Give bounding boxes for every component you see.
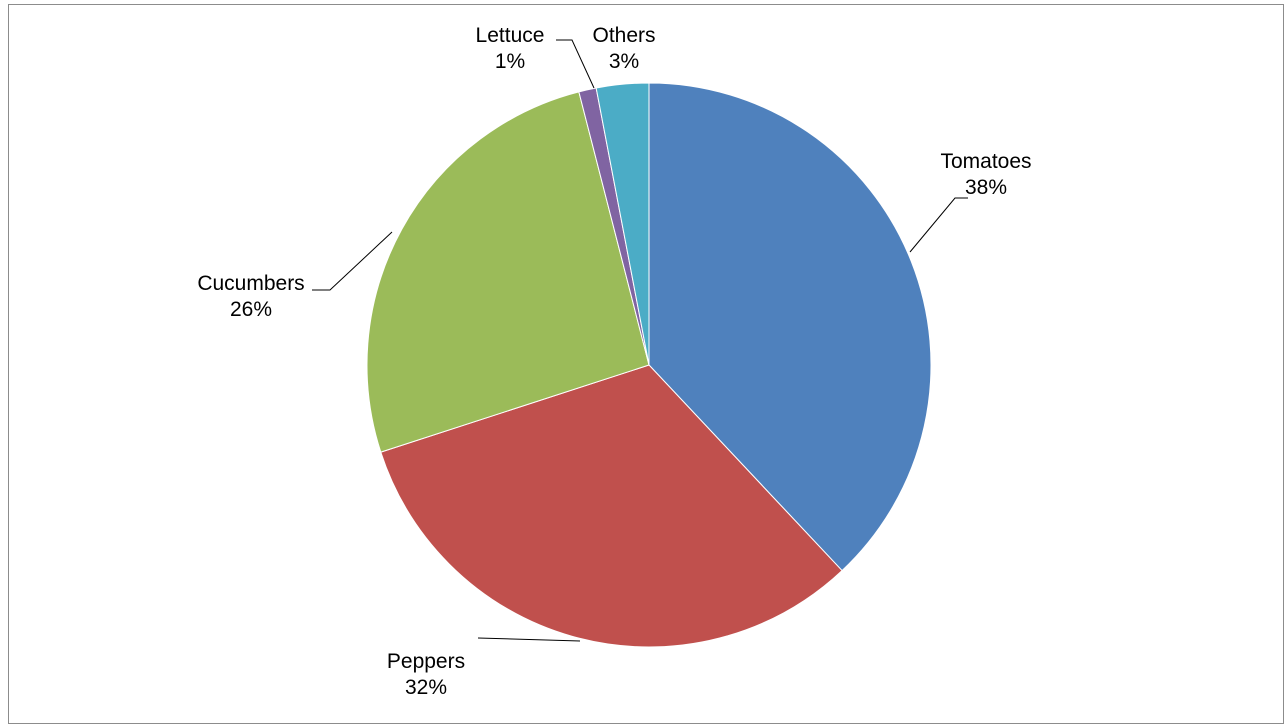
pie-slice-peppers xyxy=(380,364,843,648)
leader-line-lettuce xyxy=(556,39,595,89)
value-label-others: 3% xyxy=(609,50,639,73)
value-label-tomatoes: 38% xyxy=(965,176,1007,199)
category-label-peppers: Peppers xyxy=(387,650,465,673)
value-label-cucumbers: 26% xyxy=(230,298,272,321)
pie-slice-tomatoes xyxy=(648,82,932,572)
data-labels: Tomatoes 38% Peppers 32% Cucumbers 26% Lettuce… xyxy=(197,24,1031,699)
value-label-lettuce: 1% xyxy=(495,50,525,73)
category-label-tomatoes: Tomatoes xyxy=(940,150,1031,173)
category-label-others: Others xyxy=(592,24,655,47)
leader-line-tomatoes xyxy=(909,197,968,253)
leader-line-cucumbers xyxy=(312,231,393,291)
category-label-lettuce: Lettuce xyxy=(476,24,545,47)
pie-slice-others xyxy=(595,82,650,366)
leader-line-peppers xyxy=(477,637,581,642)
value-label-peppers: 32% xyxy=(405,676,447,699)
pie-slices xyxy=(366,82,932,648)
pie-slice-cucumbers xyxy=(366,91,650,453)
category-label-cucumbers: Cucumbers xyxy=(197,272,304,295)
leader-lines xyxy=(312,39,968,642)
